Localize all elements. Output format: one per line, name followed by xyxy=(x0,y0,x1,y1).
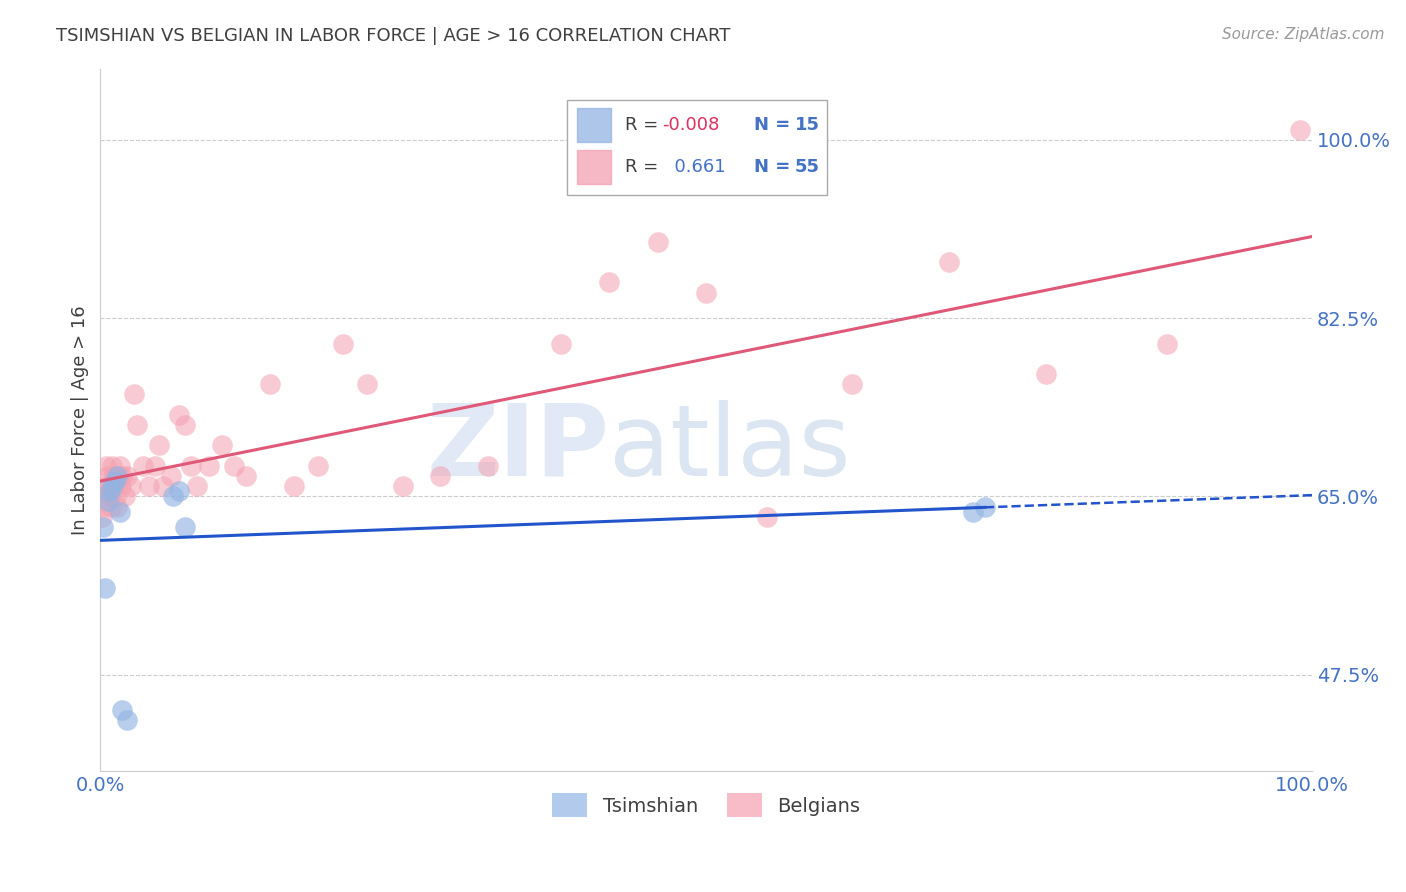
Text: TSIMSHIAN VS BELGIAN IN LABOR FORCE | AGE > 16 CORRELATION CHART: TSIMSHIAN VS BELGIAN IN LABOR FORCE | AG… xyxy=(56,27,731,45)
Point xyxy=(1035,367,1057,381)
Point xyxy=(211,438,233,452)
Point xyxy=(647,235,669,249)
Point xyxy=(105,489,128,503)
Point xyxy=(111,469,134,483)
Text: ZIP: ZIP xyxy=(426,400,609,497)
Point xyxy=(94,479,117,493)
Point xyxy=(90,509,112,524)
Point xyxy=(103,469,125,483)
Point xyxy=(174,418,197,433)
Legend: Tsimshian, Belgians: Tsimshian, Belgians xyxy=(544,786,869,825)
Point xyxy=(938,255,960,269)
Point xyxy=(105,500,128,514)
Point xyxy=(110,479,132,493)
Point xyxy=(1156,336,1178,351)
Point xyxy=(108,458,131,473)
Point xyxy=(974,500,997,514)
Point xyxy=(841,377,863,392)
Point xyxy=(115,714,138,728)
Point xyxy=(100,500,122,514)
Point xyxy=(167,408,190,422)
Point xyxy=(755,509,778,524)
Point xyxy=(550,336,572,351)
Point xyxy=(152,479,174,493)
Point xyxy=(283,479,305,493)
Point xyxy=(332,336,354,351)
Y-axis label: In Labor Force | Age > 16: In Labor Force | Age > 16 xyxy=(72,305,89,535)
Text: atlas: atlas xyxy=(609,400,851,497)
Point xyxy=(94,581,117,595)
Bar xyxy=(567,100,827,195)
Text: R =: R = xyxy=(626,158,664,176)
Point xyxy=(96,458,118,473)
Text: N =: N = xyxy=(754,158,796,176)
Text: 55: 55 xyxy=(794,158,820,176)
Point xyxy=(104,479,127,493)
Point xyxy=(101,479,124,493)
Bar xyxy=(576,150,610,184)
Point xyxy=(186,479,208,493)
Point xyxy=(148,438,170,452)
Point xyxy=(115,469,138,483)
Point xyxy=(91,520,114,534)
Point xyxy=(1289,122,1312,136)
Point xyxy=(101,458,124,473)
Point xyxy=(97,479,120,493)
Point xyxy=(198,458,221,473)
Point xyxy=(104,474,127,488)
Point xyxy=(695,285,717,300)
Point xyxy=(162,489,184,503)
Point xyxy=(159,469,181,483)
Point xyxy=(962,505,984,519)
Point xyxy=(105,469,128,483)
Point xyxy=(93,489,115,503)
Point xyxy=(598,276,620,290)
Point xyxy=(167,484,190,499)
Point xyxy=(477,458,499,473)
Text: 15: 15 xyxy=(794,116,820,134)
Text: -0.008: -0.008 xyxy=(662,116,720,134)
Point xyxy=(91,500,114,514)
Point xyxy=(174,520,197,534)
Point xyxy=(97,469,120,483)
Point xyxy=(124,387,146,401)
Point xyxy=(259,377,281,392)
Point xyxy=(235,469,257,483)
Point xyxy=(308,458,330,473)
Point xyxy=(98,489,121,503)
Point xyxy=(125,418,148,433)
Point xyxy=(120,479,142,493)
Text: Source: ZipAtlas.com: Source: ZipAtlas.com xyxy=(1222,27,1385,42)
Point xyxy=(114,489,136,503)
Point xyxy=(97,494,120,508)
Text: 0.661: 0.661 xyxy=(662,158,725,176)
Point xyxy=(98,484,121,499)
Point xyxy=(222,458,245,473)
Point xyxy=(429,469,451,483)
Point xyxy=(143,458,166,473)
Point xyxy=(180,458,202,473)
Text: R =: R = xyxy=(626,116,664,134)
Point xyxy=(107,469,129,483)
Point xyxy=(138,479,160,493)
Point xyxy=(111,703,134,717)
Bar xyxy=(576,108,610,142)
Point xyxy=(132,458,155,473)
Point xyxy=(108,505,131,519)
Point xyxy=(392,479,415,493)
Text: N =: N = xyxy=(754,116,796,134)
Point xyxy=(356,377,378,392)
